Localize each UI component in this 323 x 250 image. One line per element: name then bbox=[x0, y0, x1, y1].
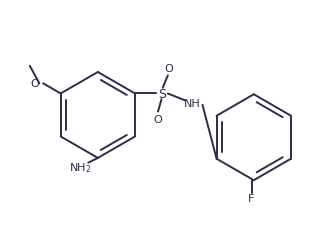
Text: O: O bbox=[153, 114, 162, 124]
Text: O: O bbox=[164, 64, 173, 74]
Text: S: S bbox=[158, 88, 166, 101]
Text: F: F bbox=[247, 193, 254, 203]
Text: O: O bbox=[31, 79, 39, 89]
Text: NH$_2$: NH$_2$ bbox=[69, 161, 92, 175]
Text: NH: NH bbox=[184, 98, 201, 108]
